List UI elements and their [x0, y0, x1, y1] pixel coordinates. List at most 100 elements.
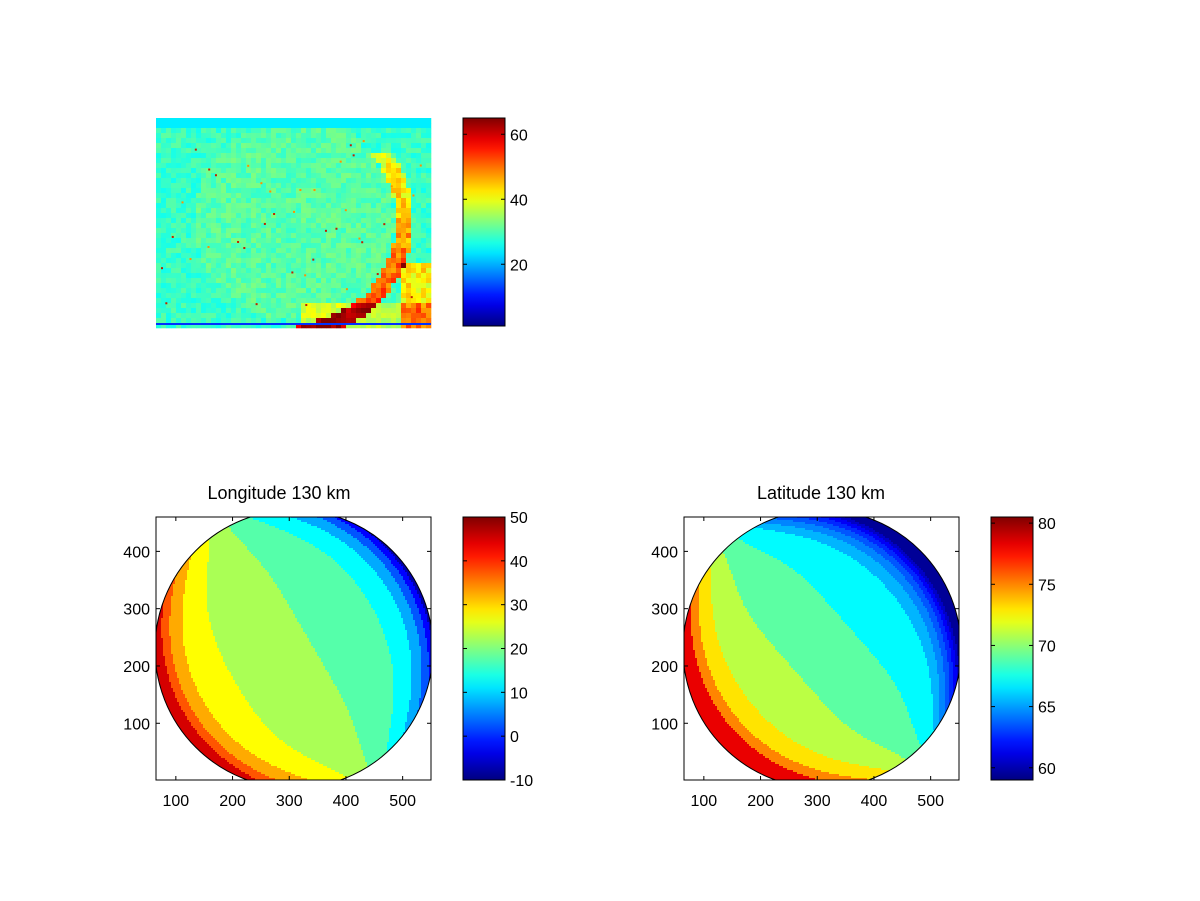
contour-cell [303, 550, 306, 553]
pixel-cell [391, 163, 397, 169]
pixel-cell [211, 133, 217, 139]
contour-cell [229, 552, 232, 555]
pixel-cell [241, 223, 247, 229]
contour-cell [187, 570, 190, 573]
contour-cell [233, 552, 236, 555]
contour-cell [219, 534, 222, 537]
pixel-cell [311, 323, 317, 329]
contour-cell [217, 536, 220, 539]
pixel-cell [171, 128, 177, 134]
pixel-cell [276, 223, 282, 229]
pixel-cell [406, 313, 412, 319]
contour-cell [197, 562, 200, 565]
contour-cell [233, 526, 236, 529]
pixel-cell [326, 233, 332, 239]
contour-cell [261, 532, 264, 535]
contour-cell [285, 538, 288, 541]
contour-cell [241, 560, 244, 563]
hot-pixel [247, 164, 250, 167]
contour-cell [323, 524, 326, 527]
contour-cell [289, 548, 292, 551]
contour-cell [341, 526, 344, 529]
contour-cell [359, 532, 362, 535]
contour-cell [265, 536, 268, 539]
pixel-cell [336, 163, 342, 169]
contour-cell [223, 540, 226, 543]
pixel-cell [296, 258, 302, 264]
pixel-cell [236, 273, 242, 279]
contour-cell [233, 538, 236, 541]
pixel-cell [286, 248, 292, 254]
pixel-cell [261, 168, 267, 174]
pixel-cell [381, 193, 387, 199]
contour-cell [267, 530, 270, 533]
contour-cell [261, 520, 264, 523]
contour-cell [401, 562, 404, 565]
contour-cell [253, 550, 256, 553]
pixel-cell [221, 283, 227, 289]
pixel-cell [366, 293, 372, 299]
contour-cell [235, 528, 238, 531]
pixel-cell [406, 188, 412, 194]
pixel-cell [366, 233, 372, 239]
contour-cell [245, 528, 248, 531]
contour-cell [375, 546, 378, 549]
pixel-cell [346, 308, 352, 314]
pixel-cell [296, 153, 302, 159]
pixel-cell [231, 233, 237, 239]
contour-cell [341, 514, 343, 516]
pixel-cell [301, 163, 307, 169]
contour-cell [325, 540, 328, 543]
contour-cell [323, 552, 326, 555]
pixel-cell [176, 308, 182, 314]
contour-cell [345, 562, 348, 565]
hot-pixel [291, 271, 294, 274]
contour-cell [379, 540, 382, 543]
pixel-cell [316, 248, 322, 254]
pixel-cell [336, 213, 342, 219]
contour-cell [253, 518, 256, 521]
pixel-cell [411, 208, 417, 214]
pixel-cell [336, 148, 342, 154]
contour-cell [237, 552, 240, 555]
pixel-cell [301, 243, 307, 249]
contour-cell [315, 514, 317, 516]
contour-cell [285, 568, 288, 571]
contour-cell [367, 536, 370, 539]
contour-cell [195, 564, 198, 567]
contour-cell [317, 546, 320, 549]
contour-cell [319, 552, 322, 555]
contour-cell [349, 558, 352, 561]
contour-cell [317, 526, 320, 529]
pixel-cell [406, 268, 412, 274]
contour-cell [369, 566, 372, 569]
pixel-cell [181, 173, 187, 179]
contour-cell [285, 528, 288, 531]
contour-cell [307, 560, 310, 563]
contour-cell [309, 526, 312, 529]
contour-cell [269, 524, 272, 527]
pixel-cell [366, 253, 372, 259]
pixel-cell [231, 183, 237, 189]
pixel-cell [241, 153, 247, 159]
pixel-cell [216, 263, 222, 269]
contour-cell [349, 566, 352, 569]
pixel-cell [411, 133, 417, 139]
contour-cell [319, 520, 322, 523]
pixel-cell [226, 203, 232, 209]
pixel-cell [271, 133, 277, 139]
pixel-cell [156, 303, 162, 309]
pixel-cell [211, 278, 217, 284]
contour-cell [245, 514, 247, 516]
contour-cell [247, 562, 250, 565]
pixel-cell [276, 153, 282, 159]
pixel-cell [351, 213, 357, 219]
contour-cell [285, 522, 288, 525]
contour-cell [185, 570, 188, 573]
pixel-cell [336, 138, 342, 144]
contour-cell [343, 564, 346, 567]
contour-cell [375, 556, 378, 559]
contour-cell [293, 568, 296, 571]
contour-cell [339, 540, 342, 543]
pixel-cell [336, 248, 342, 254]
